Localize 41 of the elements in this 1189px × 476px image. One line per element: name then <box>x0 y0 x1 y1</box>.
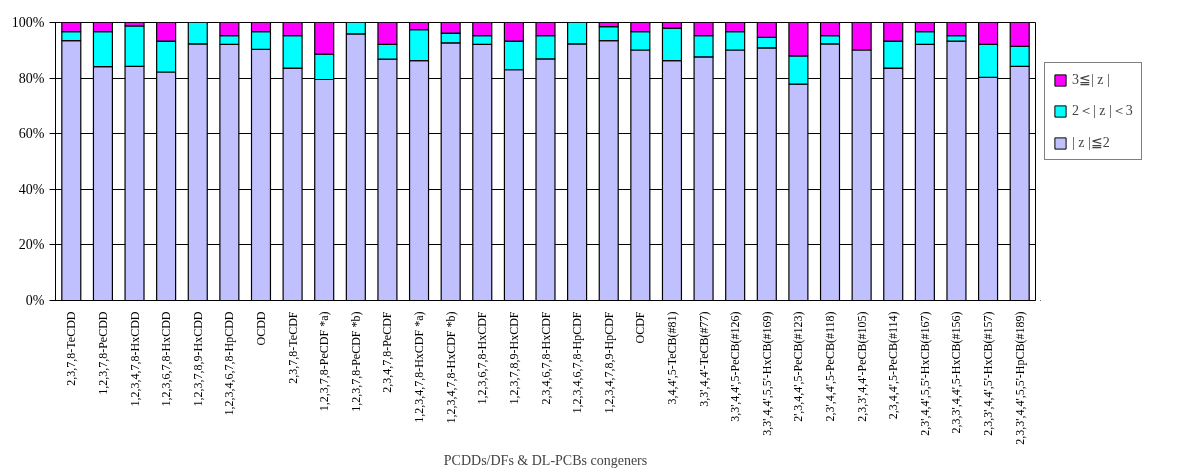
x-tick-label: 1,2,3,6,7,8-HxCDD <box>159 311 174 407</box>
x-tick-label: 1,2,3,7,8-PeCDF *a) <box>317 311 332 412</box>
x-tick-label: 3,3',4,4',5,5'-HxCB(#169) <box>759 311 774 436</box>
legend-label: 3≦| z | <box>1072 71 1111 88</box>
x-tick-label: 2,3,7,8-TeCDF <box>285 311 300 384</box>
y-tick-label: 80% <box>18 70 45 86</box>
x-tick-label: 3,4,4',5-TeCB(#81) <box>664 311 679 405</box>
x-tick-label: 1,2,3,6,7,8-HxCDF <box>475 311 490 405</box>
x-tick-label: 1,2,3,4,7,8-HxCDF *a) <box>412 311 427 423</box>
x-tick-label: 1,2,3,4,7,8,9-HpCDF <box>601 311 616 414</box>
y-tick-label: 0% <box>25 293 45 308</box>
x-axis-title: PCDDs/DFs & DL-PCBs congeners <box>443 452 648 468</box>
x-tick-label: 3,3',4,4'-TeCB(#77) <box>696 311 711 407</box>
x-tick-label: OCDF <box>633 311 648 344</box>
x-tick-label: 2,3,3',4,4'-PeCB(#105) <box>854 311 869 422</box>
x-tick-label: 2,3,4,4',5-PeCB(#114) <box>886 311 901 420</box>
x-tick-label: 1,2,3,7,8-PeCDF *b) <box>348 311 363 412</box>
x-tick-label: 2,3,4,6,7,8-HxCDF <box>538 311 553 405</box>
y-tick-label: 60% <box>18 126 45 142</box>
y-tick-label: 100% <box>11 15 45 30</box>
x-tick-label: 3,3',4,4',5-PeCB(#126) <box>728 311 743 422</box>
x-tick-label: 1,2,3,4,6,7,8-HpCDF <box>570 311 585 414</box>
x-tick-label: 1,2,3,7,8,9-HxCDD <box>190 311 205 407</box>
legend-label: | z |≦2 <box>1072 134 1111 151</box>
x-tick-label: 2,3,3',4,4',5,5'-HpCB(#189) <box>1012 311 1027 445</box>
x-tick-label: 1,2,3,7,8-PeCDD <box>95 311 110 395</box>
x-tick-label: 2,3,7,8-TeCDD <box>64 311 79 386</box>
x-tick-label: 1,2,3,4,7,8-HxCDF *b) <box>443 311 458 424</box>
legend-label: 2＜| z |＜3 <box>1072 102 1133 120</box>
x-tick-label: 2,3,3',4,4',5'-HxCB(#157) <box>981 311 996 436</box>
x-tick-label: 2,3',4,4',5,5'-HxCB(#167) <box>917 311 932 436</box>
x-tick-label: OCDD <box>253 311 268 346</box>
x-tick-label: 2,3',4,4',5-PeCB(#118) <box>823 311 838 422</box>
x-tick-label: 1,2,3,4,6,7,8-HpCDD <box>222 311 237 416</box>
x-tick-label: 2,3,3',4,4',5-HxCB(#156) <box>949 311 964 434</box>
x-tick-label: 1,2,3,7,8,9-HxCDF <box>506 311 521 405</box>
x-tick-label: 1,2,3,4,7,8-HxCDD <box>127 311 142 407</box>
x-tick-label: 2',3,4,4',5-PeCB(#123) <box>791 311 806 422</box>
y-tick-label: 40% <box>18 181 45 197</box>
x-tick-label: 2,3,4,7,8-PeCDF <box>380 311 395 393</box>
y-tick-label: 20% <box>18 237 45 253</box>
